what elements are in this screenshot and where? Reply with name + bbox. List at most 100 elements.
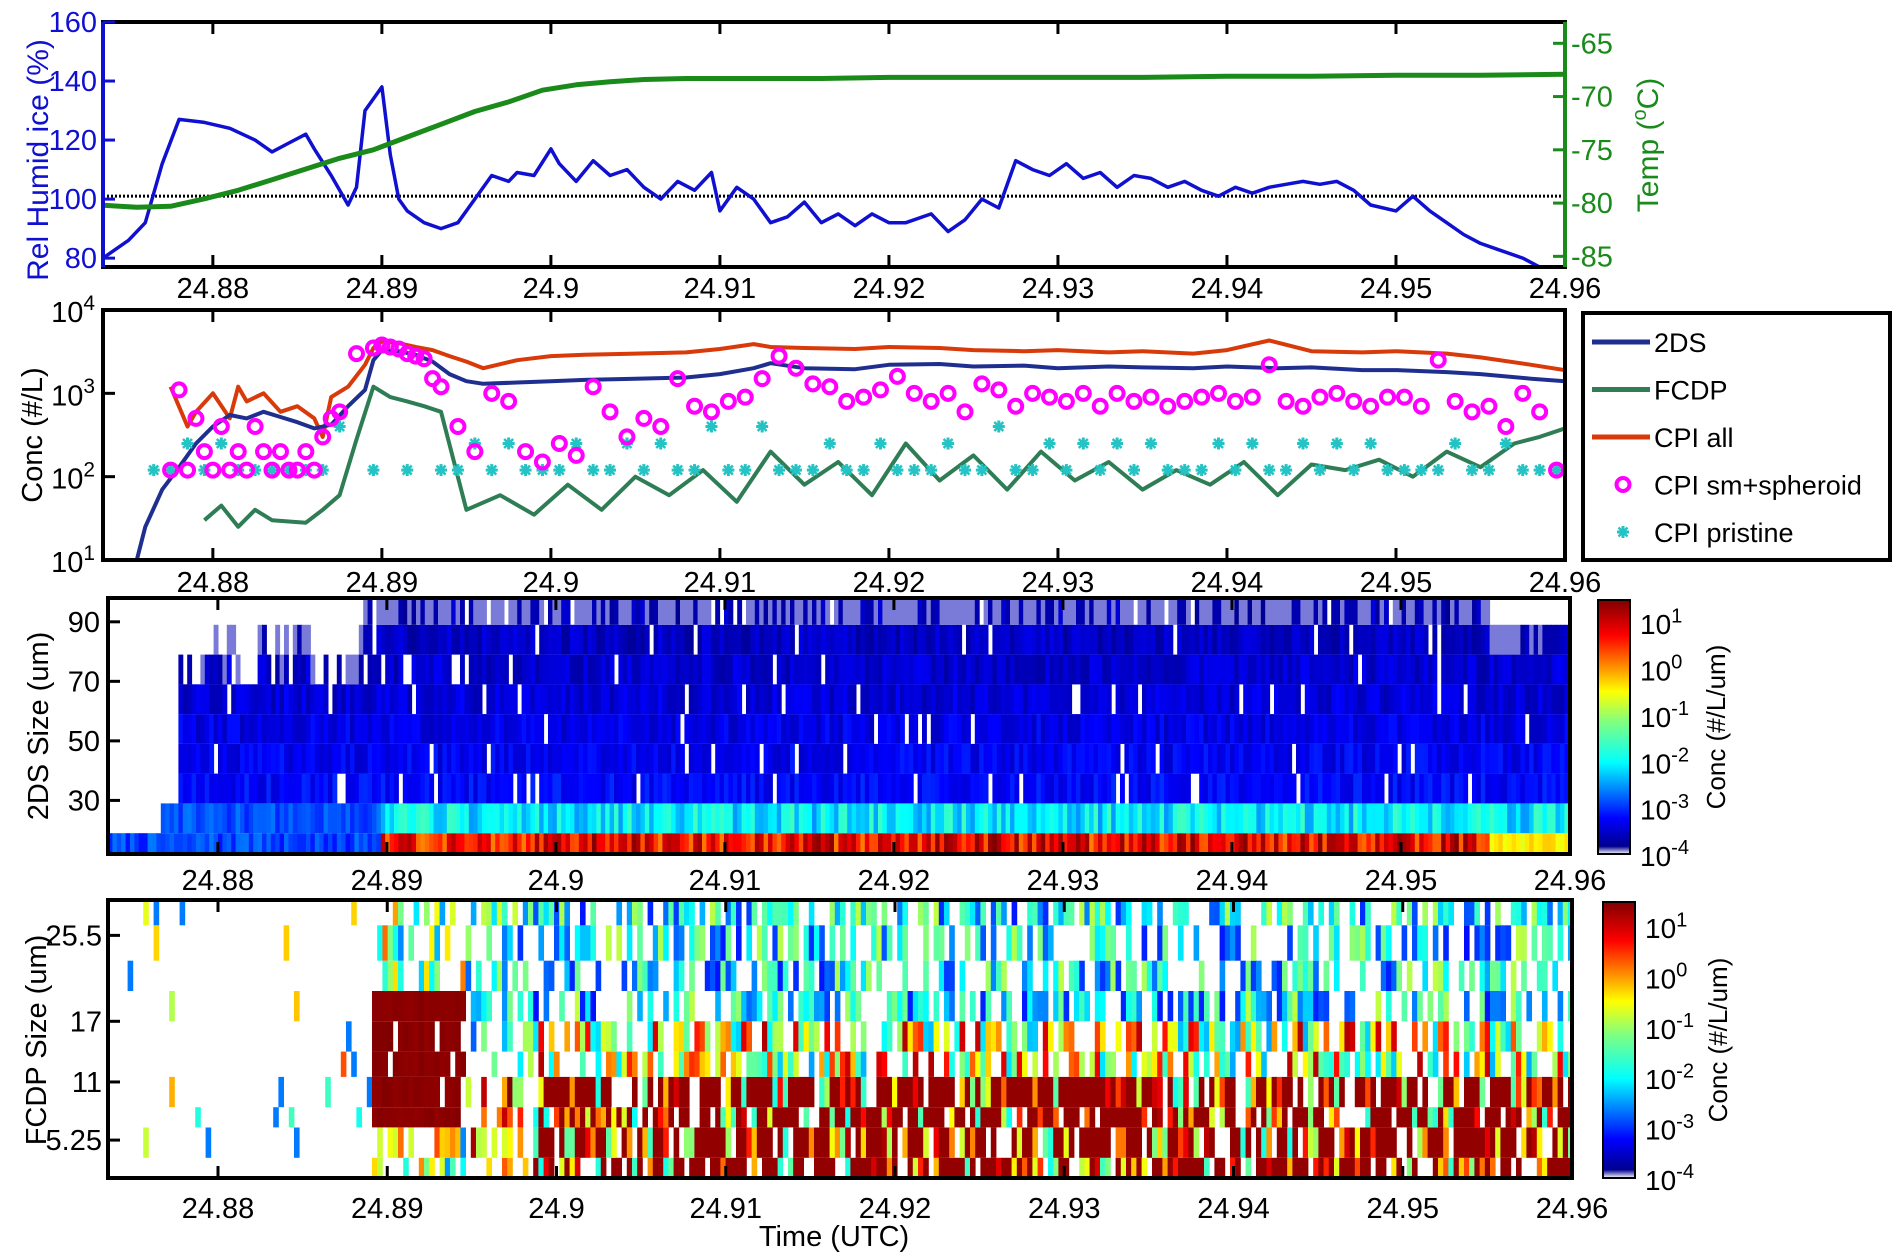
heatmap-cell: [658, 1128, 664, 1158]
heatmap-cell: [341, 684, 346, 714]
heatmap-cell: [574, 625, 579, 655]
heatmap-cell: [601, 625, 606, 655]
heatmap-cell: [611, 1052, 617, 1077]
heatmap-cell: [876, 925, 882, 960]
heatmap-cell: [434, 598, 439, 625]
heatmap-cell: [809, 991, 815, 1021]
heatmap-cell: [1204, 744, 1209, 774]
heatmap-cell: [416, 625, 421, 655]
heatmap-cell: [1243, 833, 1248, 854]
cpi-pristine-point: [959, 464, 971, 476]
heatmap-cell: [262, 684, 267, 714]
heatmap-cell: [1380, 803, 1385, 833]
heatmap-cell: [1126, 961, 1132, 991]
heatmap-cell: [346, 1021, 352, 1051]
heatmap-cell: [455, 1052, 461, 1077]
heatmap-cell: [986, 1158, 992, 1178]
heatmap-cell: [878, 714, 883, 744]
heatmap-cell: [297, 803, 302, 833]
heatmap-cell: [918, 1021, 924, 1051]
heatmap-cell: [1010, 774, 1015, 804]
heatmap-cell: [495, 714, 500, 744]
heatmap-cell: [1133, 655, 1138, 685]
heatmap-cell: [1485, 684, 1490, 714]
cpi-pristine-point: [503, 438, 515, 450]
heatmap-cell: [1151, 598, 1156, 625]
heatmap-cell: [882, 598, 887, 625]
heatmap-cell: [786, 833, 791, 854]
heatmap-cell: [821, 803, 826, 833]
heatmap-cell: [566, 655, 571, 685]
heatmap-cell: [1129, 625, 1134, 655]
heatmap-cell: [1256, 1158, 1262, 1178]
heatmap-cell: [469, 774, 474, 804]
heatmap-cell: [601, 744, 606, 774]
heatmap-cell: [614, 714, 619, 744]
heatmap-cell: [1036, 598, 1041, 625]
heatmap-cell: [939, 1077, 945, 1107]
heatmap-cell: [1437, 598, 1442, 625]
heatmap-cell: [636, 803, 641, 833]
heatmap-cell: [583, 744, 588, 774]
heatmap-cell: [574, 655, 579, 685]
heatmap-cell: [429, 1052, 435, 1077]
heatmap-cell: [623, 625, 628, 655]
heatmap-cell: [803, 684, 808, 714]
heatmap-cell: [368, 655, 373, 685]
heatmap-cell: [816, 714, 821, 744]
heatmap-cell: [1448, 1077, 1454, 1107]
heatmap-cell: [1393, 598, 1398, 625]
heatmap-cell: [1217, 714, 1222, 744]
heatmap-cell: [996, 1021, 1002, 1051]
heatmap-cell: [702, 655, 707, 685]
heatmap-cell: [808, 598, 813, 625]
heatmap-cell: [1168, 1158, 1174, 1178]
heatmap-cell: [1043, 1052, 1049, 1077]
y-tick-label: 160: [49, 7, 97, 39]
heatmap-cell: [280, 714, 285, 744]
heatmap-cell: [1406, 684, 1411, 714]
heatmap-cell: [1089, 744, 1094, 774]
heatmap-cell: [473, 803, 478, 833]
heatmap-cell: [1282, 991, 1288, 1021]
heatmap-cell: [564, 1077, 570, 1107]
heatmap-cell: [258, 833, 263, 854]
heatmap-cell: [1438, 1158, 1444, 1178]
heatmap-cell: [928, 1107, 934, 1127]
heatmap-cell: [902, 1052, 908, 1077]
heatmap-cell: [1209, 1128, 1215, 1158]
heatmap-cell: [1353, 684, 1358, 714]
heatmap-cell: [1520, 655, 1525, 685]
heatmap-cell: [1199, 598, 1204, 625]
heatmap-cell: [464, 774, 469, 804]
heatmap-cell: [1043, 1107, 1049, 1127]
heatmap-cell: [816, 833, 821, 854]
x-tick-label: 24.94: [1191, 273, 1264, 305]
heatmap-cell: [918, 625, 923, 655]
heatmap-cell: [416, 655, 421, 685]
heatmap-cell: [394, 744, 399, 774]
heatmap-cell: [544, 1128, 550, 1158]
heatmap-cell: [1048, 1128, 1054, 1158]
heatmap-cell: [486, 684, 491, 714]
heatmap-cell: [1366, 774, 1371, 804]
x-tick-label: 24.94: [1197, 1193, 1270, 1225]
heatmap-cell: [1270, 803, 1275, 833]
heatmap-cell: [752, 1052, 758, 1077]
heatmap-cell: [1334, 1158, 1340, 1178]
heatmap-cell: [847, 744, 852, 774]
heatmap-cell: [1048, 1021, 1054, 1051]
heatmap-cell: [768, 833, 773, 854]
heatmap-cell: [1500, 1158, 1506, 1178]
heatmap-cell: [781, 598, 786, 625]
heatmap-cell: [460, 833, 465, 854]
heatmap-cell: [1110, 961, 1116, 991]
heatmap-cell: [684, 1128, 690, 1158]
heatmap-cell: [429, 925, 435, 960]
heatmap-cell: [934, 991, 940, 1021]
heatmap-cell: [653, 1158, 659, 1178]
heatmap-cell: [940, 714, 945, 744]
heatmap-cell: [830, 1107, 836, 1127]
heatmap-cell: [825, 598, 830, 625]
